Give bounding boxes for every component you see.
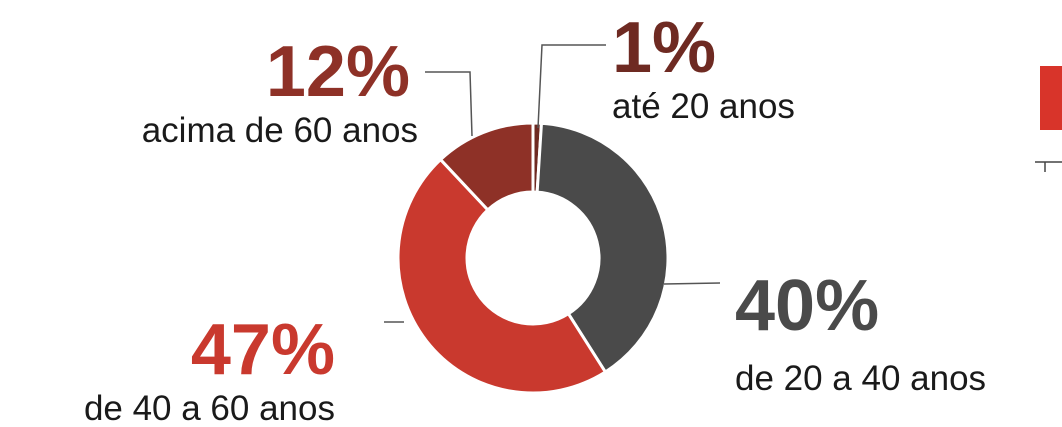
leader-line [537,44,606,129]
category-label: de 40 a 60 anos [84,389,335,427]
category-label: até 20 anos [612,87,795,126]
cropped-element [1040,66,1062,130]
leader-line [425,71,473,137]
value-label: 12% [266,32,410,112]
value-label: 47% [191,310,335,390]
donut-slice [535,121,670,375]
category-label: de 20 a 40 anos [735,359,986,398]
donut-slice [396,157,608,395]
value-label: 1% [612,8,716,88]
donut-slice [438,121,535,213]
leader-line [663,282,721,285]
value-label: 40% [735,266,879,346]
category-label: acima de 60 anos [142,111,418,150]
